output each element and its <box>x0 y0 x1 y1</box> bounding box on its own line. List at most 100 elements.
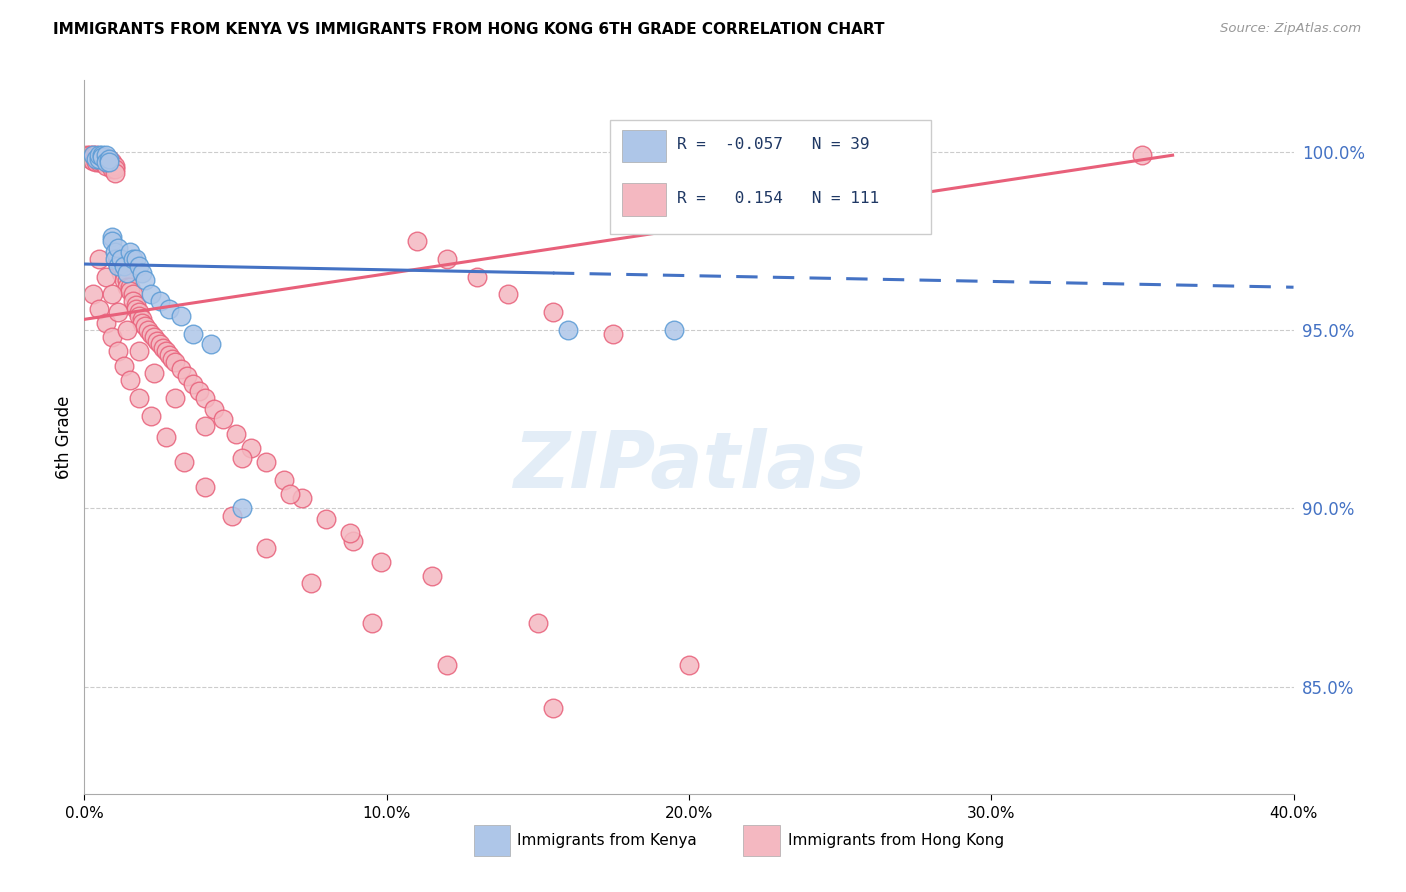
Point <box>86 152 108 166</box>
Point <box>315 512 337 526</box>
Point <box>110 259 132 273</box>
Point <box>86 152 108 166</box>
Point <box>170 362 193 376</box>
Point <box>107 344 129 359</box>
Point <box>82 153 104 168</box>
Point <box>420 569 443 583</box>
Point <box>194 419 217 434</box>
Point <box>89 155 111 169</box>
Point <box>82 150 104 164</box>
FancyBboxPatch shape <box>623 183 666 216</box>
Point <box>173 455 195 469</box>
Point <box>97 152 120 166</box>
Text: R =   0.154   N = 111: R = 0.154 N = 111 <box>676 191 879 205</box>
Point <box>104 162 127 177</box>
Point <box>100 159 122 173</box>
FancyBboxPatch shape <box>610 120 931 234</box>
Point <box>291 491 314 505</box>
Point <box>112 259 135 273</box>
Point <box>299 576 322 591</box>
Point <box>496 287 519 301</box>
Point <box>89 152 111 166</box>
Point <box>76 148 98 162</box>
Text: R =  -0.057   N = 39: R = -0.057 N = 39 <box>676 137 869 152</box>
Point <box>112 359 135 373</box>
Point <box>231 501 253 516</box>
Point <box>89 148 111 162</box>
Point <box>125 298 148 312</box>
Point <box>82 148 104 162</box>
Point <box>100 155 122 169</box>
Point <box>107 305 129 319</box>
Point <box>200 337 222 351</box>
Point <box>155 344 177 359</box>
FancyBboxPatch shape <box>623 129 666 162</box>
Point <box>107 259 129 273</box>
Point <box>118 280 141 294</box>
Point <box>181 326 204 341</box>
Point <box>107 252 129 266</box>
Point <box>134 273 156 287</box>
Point <box>89 150 111 164</box>
Point <box>94 269 117 284</box>
Point <box>91 148 114 162</box>
Point <box>82 287 104 301</box>
Point <box>165 391 187 405</box>
Point <box>370 555 392 569</box>
Point <box>128 309 150 323</box>
Point <box>104 252 127 266</box>
Point <box>131 312 153 326</box>
Point <box>94 152 117 166</box>
Point <box>91 150 114 164</box>
Point <box>79 152 101 166</box>
Point <box>602 326 624 341</box>
Point <box>202 401 225 416</box>
Text: IMMIGRANTS FROM KENYA VS IMMIGRANTS FROM HONG KONG 6TH GRADE CORRELATION CHART: IMMIGRANTS FROM KENYA VS IMMIGRANTS FROM… <box>53 22 884 37</box>
Point <box>436 658 458 673</box>
Point <box>142 366 165 380</box>
Point <box>149 294 172 309</box>
Point <box>139 326 162 341</box>
Point <box>107 241 129 255</box>
Point <box>104 159 127 173</box>
Text: Immigrants from Kenya: Immigrants from Kenya <box>517 833 697 847</box>
Point <box>212 412 235 426</box>
Point <box>104 244 127 259</box>
Point <box>97 152 120 166</box>
Point <box>131 266 153 280</box>
Point <box>89 252 111 266</box>
Point <box>94 155 117 169</box>
Point <box>121 252 143 266</box>
Point <box>157 301 180 316</box>
Point <box>110 266 132 280</box>
Point <box>678 658 700 673</box>
Point <box>115 266 138 280</box>
Point <box>131 316 153 330</box>
Point <box>541 305 564 319</box>
Point <box>170 309 193 323</box>
Point <box>100 234 122 248</box>
Point <box>107 259 129 273</box>
Point <box>146 334 169 348</box>
Point <box>239 441 262 455</box>
Point <box>155 430 177 444</box>
Point <box>165 355 187 369</box>
Point <box>94 148 117 162</box>
Point <box>112 266 135 280</box>
Point <box>225 426 247 441</box>
Point <box>342 533 364 548</box>
Point <box>139 409 162 423</box>
Point <box>136 323 159 337</box>
Point <box>527 615 550 630</box>
Point <box>118 284 141 298</box>
Point <box>128 391 150 405</box>
Point <box>91 150 114 164</box>
Point <box>149 337 172 351</box>
Point <box>118 373 141 387</box>
Point <box>86 155 108 169</box>
Point <box>188 384 211 398</box>
Point <box>1130 148 1153 162</box>
FancyBboxPatch shape <box>474 824 510 856</box>
Text: Source: ZipAtlas.com: Source: ZipAtlas.com <box>1220 22 1361 36</box>
Point <box>436 252 458 266</box>
